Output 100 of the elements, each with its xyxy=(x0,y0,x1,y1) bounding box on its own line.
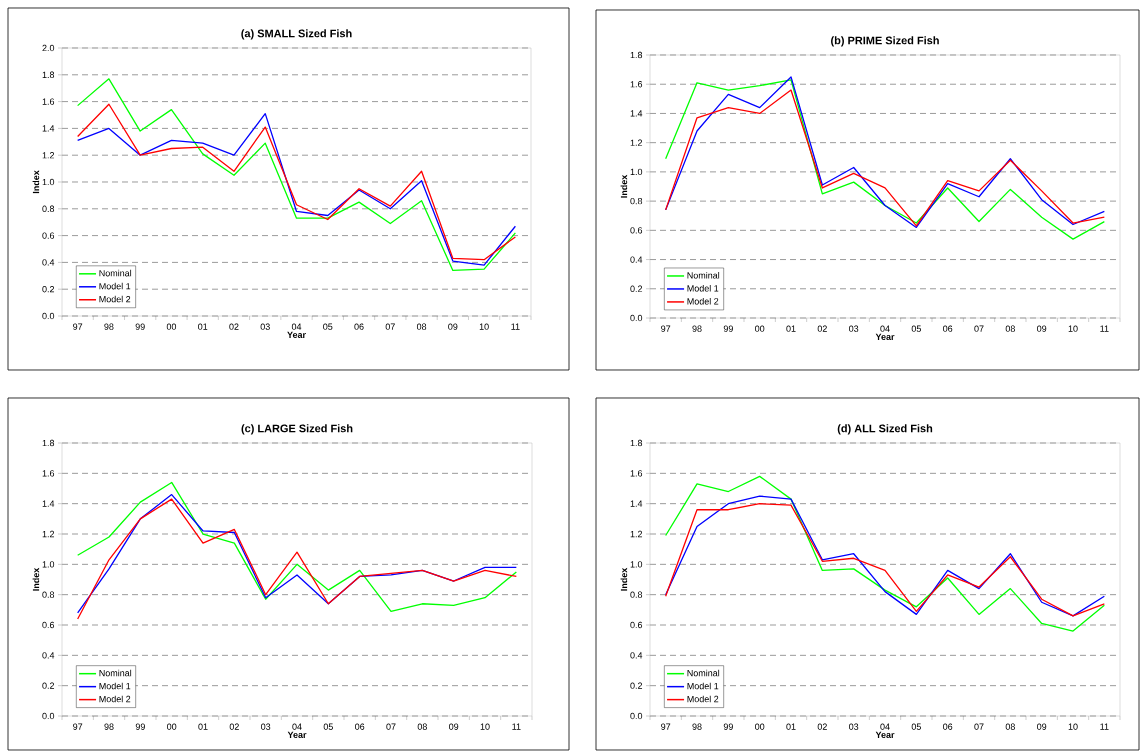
y-tick-label: 0.0 xyxy=(42,312,55,320)
legend-label: Nominal xyxy=(99,269,132,277)
y-tick-label: 2.0 xyxy=(42,44,55,52)
x-tick-label: 06 xyxy=(943,325,953,332)
y-axis-title: Index xyxy=(620,174,628,198)
x-tick-label: 06 xyxy=(943,723,953,730)
y-tick-label: 0.0 xyxy=(630,314,643,322)
line-series xyxy=(665,475,1105,632)
x-tick-label: 06 xyxy=(354,323,364,330)
y-tick-label: 1.0 xyxy=(630,168,643,176)
y-tick-label: 1.4 xyxy=(630,500,643,507)
x-tick-label: 02 xyxy=(229,323,239,330)
y-tick-label: 1.8 xyxy=(42,439,55,447)
x-tick-label: 02 xyxy=(817,325,827,332)
y-tick-label: 0.2 xyxy=(630,682,643,689)
x-tick-label: 09 xyxy=(449,723,459,730)
y-tick-label: 1.0 xyxy=(630,561,643,568)
x-tick-label: 98 xyxy=(104,723,114,730)
y-axis-title: Index xyxy=(32,170,40,194)
x-tick-label: 11 xyxy=(1100,723,1109,730)
y-tick-label: 1.6 xyxy=(630,81,643,88)
x-tick-label: 10 xyxy=(480,723,490,730)
y-tick-label: 0.4 xyxy=(630,652,643,659)
x-tick-label: 98 xyxy=(692,723,702,730)
x-tick-label: 98 xyxy=(692,325,702,332)
x-tick-label: 99 xyxy=(135,723,145,730)
x-tick-label: 07 xyxy=(385,323,395,330)
x-tick-label: 97 xyxy=(661,325,671,332)
y-tick-label: 0.2 xyxy=(630,285,643,292)
x-tick-label: 08 xyxy=(416,323,427,330)
y-tick-label: 1.4 xyxy=(42,500,55,507)
legend-label: Model 1 xyxy=(687,284,719,292)
x-tick-label: 10 xyxy=(1068,723,1078,730)
y-tick-label: 0.0 xyxy=(630,712,643,720)
x-tick-label: 00 xyxy=(755,325,765,332)
y-tick-label: 0.6 xyxy=(630,227,643,234)
x-axis-title: Year xyxy=(287,331,306,338)
legend-label: Model 2 xyxy=(99,695,131,703)
y-tick-label: 0.6 xyxy=(630,621,643,629)
y-tick-label: 1.2 xyxy=(42,530,55,538)
y-tick-label: 1.8 xyxy=(630,439,643,447)
x-tick-label: 00 xyxy=(167,723,177,730)
y-tick-label: 0.0 xyxy=(42,712,55,720)
chart-title: (a) SMALL Sized Fish xyxy=(241,29,352,40)
x-tick-label: 07 xyxy=(974,325,984,332)
x-tick-label: 08 xyxy=(1005,723,1015,730)
y-tick-label: 0.8 xyxy=(42,591,55,598)
x-tick-label: 01 xyxy=(786,325,796,332)
y-tick-label: 0.2 xyxy=(42,286,55,293)
x-tick-label: 04 xyxy=(880,723,890,730)
y-axis-title: Index xyxy=(620,567,628,591)
x-tick-label: 05 xyxy=(323,323,333,330)
chart-title: (b) PRIME Sized Fish xyxy=(831,36,939,47)
y-tick-label: 1.6 xyxy=(630,470,643,477)
x-tick-label: 03 xyxy=(849,723,859,730)
x-tick-label: 07 xyxy=(386,723,396,730)
y-tick-label: 1.6 xyxy=(42,98,55,105)
legend-label: Model 2 xyxy=(99,295,131,303)
x-tick-label: 01 xyxy=(198,323,208,330)
x-tick-label: 10 xyxy=(1068,325,1078,332)
x-tick-label: 03 xyxy=(849,325,859,332)
x-tick-label: 06 xyxy=(355,723,365,730)
y-tick-label: 0.4 xyxy=(42,652,55,659)
y-tick-label: 0.8 xyxy=(630,197,643,205)
x-tick-label: 09 xyxy=(448,323,458,330)
y-tick-label: 0.2 xyxy=(42,682,55,689)
x-tick-label: 02 xyxy=(817,723,827,730)
x-tick-label: 97 xyxy=(73,723,83,730)
x-tick-label: 99 xyxy=(723,325,733,332)
y-tick-label: 1.6 xyxy=(42,470,55,477)
legend-label: Nominal xyxy=(687,669,720,677)
y-tick-label: 1.4 xyxy=(42,125,55,132)
x-tick-label: 11 xyxy=(1100,325,1109,332)
y-tick-label: 1.0 xyxy=(42,561,55,568)
y-tick-label: 1.0 xyxy=(42,178,55,186)
legend-label: Model 2 xyxy=(687,695,719,703)
chart-title: (d) ALL Sized Fish xyxy=(837,424,933,435)
legend-label: Nominal xyxy=(99,669,132,677)
x-tick-label: 97 xyxy=(661,723,671,730)
legend-label: Model 2 xyxy=(687,297,719,305)
legend-label: Model 1 xyxy=(99,282,131,290)
x-tick-label: 11 xyxy=(511,323,520,330)
x-tick-label: 05 xyxy=(911,723,921,730)
y-tick-label: 0.8 xyxy=(42,205,55,212)
x-tick-label: 08 xyxy=(417,723,427,730)
x-tick-label: 05 xyxy=(323,723,333,730)
x-tick-label: 07 xyxy=(974,723,984,730)
y-tick-label: 1.2 xyxy=(630,139,643,146)
x-tick-label: 10 xyxy=(479,323,489,330)
x-tick-label: 01 xyxy=(786,723,796,730)
x-tick-label: 08 xyxy=(1005,325,1015,332)
x-tick-label: 00 xyxy=(166,323,177,330)
x-tick-label: 11 xyxy=(512,723,521,730)
x-axis-title: Year xyxy=(875,333,895,340)
x-tick-label: 09 xyxy=(1037,325,1047,332)
y-tick-label: 1.4 xyxy=(630,110,643,117)
y-axis-title: Index xyxy=(32,567,40,591)
y-tick-label: 0.6 xyxy=(42,232,55,239)
x-tick-label: 04 xyxy=(291,323,302,330)
legend-label: Nominal xyxy=(687,271,720,279)
